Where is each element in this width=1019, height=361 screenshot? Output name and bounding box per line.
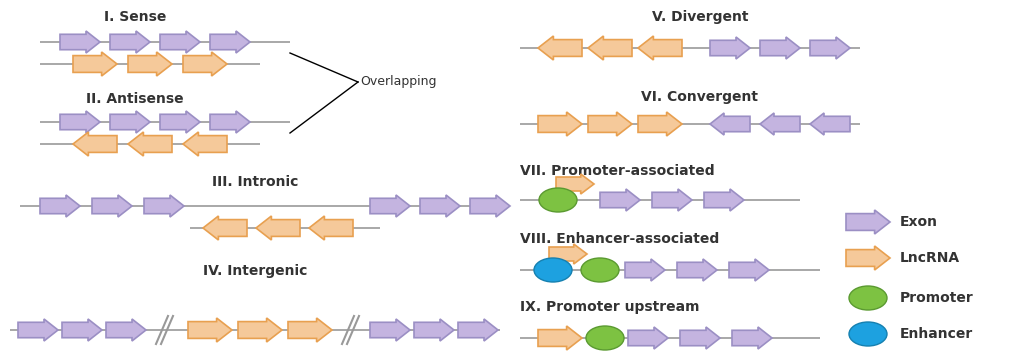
Polygon shape	[537, 326, 582, 350]
Polygon shape	[106, 319, 146, 341]
Polygon shape	[677, 259, 716, 281]
Text: III. Intronic: III. Intronic	[212, 175, 298, 189]
Polygon shape	[587, 36, 632, 60]
Polygon shape	[287, 318, 331, 342]
Polygon shape	[237, 318, 281, 342]
Polygon shape	[587, 112, 632, 136]
Polygon shape	[203, 216, 247, 240]
Polygon shape	[625, 259, 664, 281]
Text: Enhancer: Enhancer	[899, 327, 972, 341]
Polygon shape	[73, 132, 117, 156]
Polygon shape	[703, 189, 743, 211]
Text: Overlapping: Overlapping	[360, 75, 436, 88]
Polygon shape	[40, 195, 79, 217]
Polygon shape	[144, 195, 183, 217]
Text: VII. Promoter-associated: VII. Promoter-associated	[520, 164, 714, 178]
Polygon shape	[92, 195, 131, 217]
Polygon shape	[127, 132, 172, 156]
Ellipse shape	[534, 258, 572, 282]
Polygon shape	[60, 31, 100, 53]
Polygon shape	[210, 111, 250, 133]
Text: I. Sense: I. Sense	[104, 10, 166, 24]
Text: VI. Convergent: VI. Convergent	[641, 90, 758, 104]
Polygon shape	[160, 31, 200, 53]
Polygon shape	[809, 37, 849, 59]
Polygon shape	[537, 112, 582, 136]
Polygon shape	[60, 111, 100, 133]
Polygon shape	[845, 210, 890, 234]
Ellipse shape	[586, 326, 624, 350]
Ellipse shape	[848, 322, 887, 346]
Polygon shape	[599, 189, 639, 211]
Polygon shape	[420, 195, 460, 217]
Polygon shape	[628, 327, 667, 349]
Polygon shape	[637, 112, 682, 136]
Polygon shape	[256, 216, 300, 240]
Polygon shape	[548, 244, 586, 264]
Polygon shape	[370, 195, 410, 217]
Polygon shape	[62, 319, 102, 341]
Polygon shape	[182, 132, 227, 156]
Polygon shape	[637, 36, 682, 60]
Text: VIII. Enhancer-associated: VIII. Enhancer-associated	[520, 232, 718, 246]
Polygon shape	[759, 113, 799, 135]
Polygon shape	[759, 37, 799, 59]
Polygon shape	[458, 319, 497, 341]
Polygon shape	[537, 36, 582, 60]
Polygon shape	[729, 259, 768, 281]
Ellipse shape	[848, 286, 887, 310]
Polygon shape	[127, 52, 172, 76]
Text: IV. Intergenic: IV. Intergenic	[203, 264, 307, 278]
Polygon shape	[709, 113, 749, 135]
Polygon shape	[555, 174, 593, 194]
Polygon shape	[651, 189, 691, 211]
Polygon shape	[370, 319, 410, 341]
Polygon shape	[309, 216, 353, 240]
Polygon shape	[187, 318, 231, 342]
Polygon shape	[73, 52, 117, 76]
Polygon shape	[110, 111, 150, 133]
Ellipse shape	[538, 188, 577, 212]
Text: V. Divergent: V. Divergent	[651, 10, 748, 24]
Polygon shape	[414, 319, 453, 341]
Ellipse shape	[581, 258, 619, 282]
Polygon shape	[709, 37, 749, 59]
Polygon shape	[18, 319, 58, 341]
Polygon shape	[809, 113, 849, 135]
Polygon shape	[845, 246, 890, 270]
Text: IX. Promoter upstream: IX. Promoter upstream	[520, 300, 699, 314]
Polygon shape	[110, 31, 150, 53]
Text: Exon: Exon	[899, 215, 937, 229]
Text: II. Antisense: II. Antisense	[86, 92, 183, 106]
Polygon shape	[182, 52, 227, 76]
Text: LncRNA: LncRNA	[899, 251, 959, 265]
Polygon shape	[680, 327, 719, 349]
Polygon shape	[160, 111, 200, 133]
Polygon shape	[732, 327, 771, 349]
Text: Promoter: Promoter	[899, 291, 973, 305]
Polygon shape	[210, 31, 250, 53]
Polygon shape	[470, 195, 510, 217]
